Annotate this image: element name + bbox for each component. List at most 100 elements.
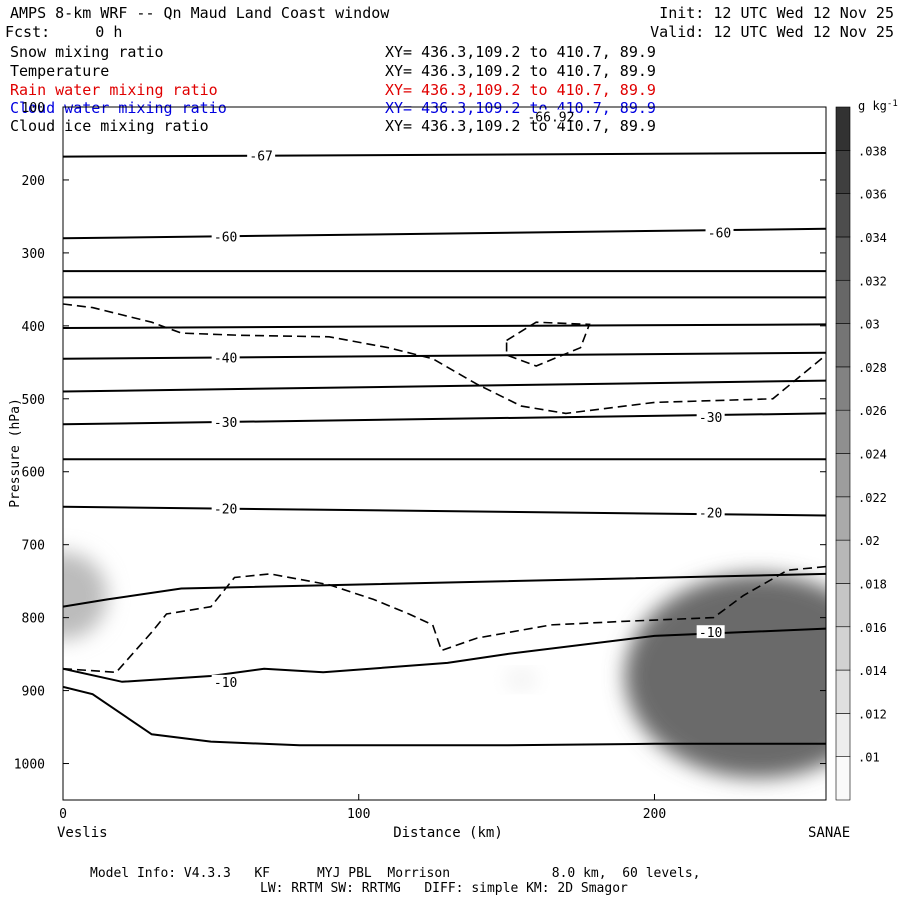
field-xy: XY= 436.3,109.2 to 410.7, 89.9 [385,62,656,80]
colorbar-bin [835,106,851,151]
temperature-contour-label: -40 [214,351,237,366]
colorbar-unit: g kg-1 [858,99,898,113]
colorbar-tick-label: .022 [858,491,887,505]
colorbar-bin [835,583,851,628]
temperature-contour [63,152,826,158]
contour-label-bg [705,225,734,239]
temperature-contour-label: -60 [214,230,237,245]
cloud-ice-contour [505,321,591,367]
contour-label-bg [211,229,240,243]
contour-label-bg [247,148,276,162]
contour-label-bg [211,501,240,515]
field-name: Cloud water mixing ratio [10,99,227,117]
temperature-contour [63,379,826,393]
colorbar-bin [835,323,851,368]
colorbar-bin [835,236,851,281]
field-name: Cloud ice mixing ratio [10,117,209,135]
temperature-contour-label: -20 [699,507,722,522]
colorbar-bin [835,279,851,324]
snow-shading-blob [624,573,826,779]
y-tick-label: 200 [22,174,45,189]
header-valid: Valid: 12 UTC Wed 12 Nov 25 [650,23,894,41]
colorbar-bin [835,756,851,801]
y-tick-label: 400 [22,320,45,335]
colorbar-tick-label: .028 [858,361,887,375]
header-fcst: Fcst: 0 h [5,23,123,41]
field-name: Temperature [10,62,110,80]
temperature-contour [63,227,826,240]
field-xy: XY= 436.3,109.2 to 410.7, 89.9 [385,81,656,99]
colorbar-bin [835,669,851,714]
y-tick-label: 900 [22,685,45,700]
temperature-contour-label: -60 [708,226,731,241]
temperature-contour-label: -10 [699,626,722,641]
temperature-contour [63,627,826,683]
y-tick-label: 600 [22,466,45,481]
y-tick-label: 1000 [14,758,45,773]
colorbar-bin [835,193,851,238]
x-tick-label: 200 [643,807,666,822]
terrain-line [63,685,826,747]
x-tick-label: 0 [59,807,67,822]
colorbar-tick-label: .018 [858,577,887,591]
temperature-contour-label: -30 [214,416,237,431]
field-name: Rain water mixing ratio [10,81,218,99]
x-right-station: SANAE [808,825,850,841]
cloud-ice-contour [63,303,826,415]
colorbar-tick-label: .016 [858,621,887,635]
contour-label-bg [211,414,240,428]
colorbar-tick-label: .01 [858,751,880,765]
footer-physics: LW: RRTM SW: RRTMG DIFF: simple KM: 2D S… [260,881,628,896]
snow-shading-blob [63,551,108,640]
cloud-ice-contour [63,565,826,674]
temperature-contour [63,351,826,360]
colorbar-tick-label: .02 [858,534,880,548]
snow-shading-blob [506,672,537,687]
x-left-station: Veslis [57,825,108,841]
temperature-contour-label: -67 [249,150,272,165]
colorbar-bin [835,453,851,498]
footer-model-info: Model Info: V4.3.3 KF MYJ PBL Morrison 8… [90,866,701,881]
colorbar-bin [835,496,851,541]
temperature-contour [63,572,826,608]
header-init: Init: 12 UTC Wed 12 Nov 25 [659,4,894,22]
y-tick-label: 700 [22,539,45,554]
colorbar-bin [835,626,851,671]
contour-label-bg [211,350,240,364]
temperature-contour-label: -10 [214,676,237,691]
colorbar-bin [835,409,851,454]
temperature-contour [63,323,826,329]
plot-frame [62,106,827,801]
colorbar-tick-label: .012 [858,707,887,721]
colorbar-unit-exponent: -1 [887,99,898,109]
contour-label-bg [696,505,725,519]
colorbar-tick-label: .038 [858,144,887,158]
y-tick-label: 800 [22,612,45,627]
field-name: Snow mixing ratio [10,43,164,61]
y-tick-label: 500 [22,393,45,408]
y-tick-label: 300 [22,247,45,262]
header-title: AMPS 8-km WRF -- Qn Maud Land Coast wind… [10,4,390,22]
y-tick-label: 100 [22,101,45,116]
colorbar-bin [835,539,851,584]
colorbar-tick-label: .014 [858,664,887,678]
contour-label-bg [696,625,725,639]
colorbar-bin [835,366,851,411]
colorbar-tick-label: .036 [858,188,887,202]
contour-label-bg [536,109,565,123]
temperature-contour-label: -66.92 [527,110,574,125]
contour-label-bg [211,674,240,688]
x-axis-label: Distance (km) [393,825,503,841]
colorbar-tick-label: .024 [858,448,887,462]
x-tick-label: 100 [347,807,370,822]
field-xy: XY= 436.3,109.2 to 410.7, 89.9 [385,43,656,61]
colorbar-bin [835,150,851,194]
colorbar-tick-label: .03 [858,318,880,332]
colorbar-tick-label: .026 [858,404,887,418]
temperature-contour-label: -30 [699,411,722,426]
colorbar-bin [835,713,851,757]
colorbar-tick-label: .034 [858,231,887,245]
temperature-contour-label: -20 [214,503,237,518]
y-axis-label: Pressure (hPa) [8,398,23,508]
